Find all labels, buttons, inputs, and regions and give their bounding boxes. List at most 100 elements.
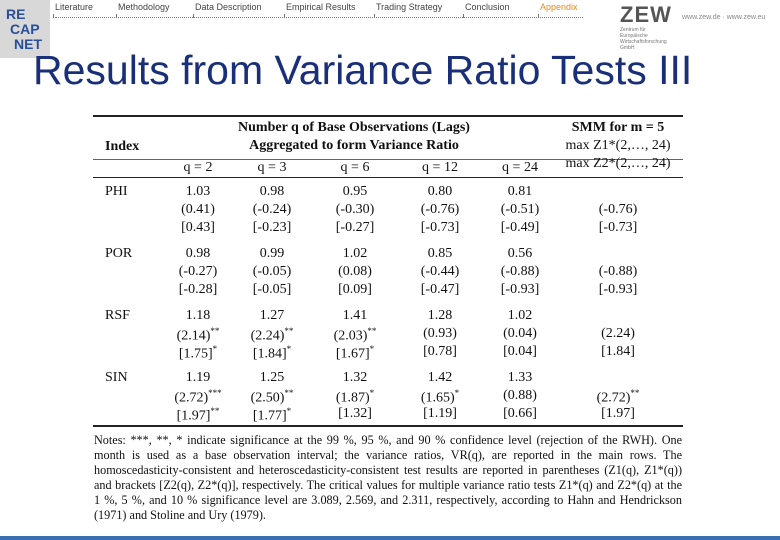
table-cell: [1.97] bbox=[601, 406, 635, 422]
cell-value: 0.98 bbox=[259, 184, 285, 199]
nav-tick bbox=[374, 14, 375, 18]
table-cell: (-0.05) bbox=[253, 264, 292, 280]
header-smm: SMM for m = 5 bbox=[571, 120, 665, 135]
table-cell: (2.72)** bbox=[597, 388, 640, 407]
table-cell: (2.24) bbox=[601, 326, 635, 342]
table-cell: [-0.23] bbox=[253, 220, 292, 236]
cell-value: [1.75] bbox=[178, 346, 213, 362]
table-area bbox=[93, 113, 683, 536]
table-cell: [-0.93] bbox=[501, 282, 540, 298]
table-cell: [-0.73] bbox=[421, 220, 460, 236]
table-cell: 1.03 bbox=[186, 184, 211, 200]
table-cell: (0.41) bbox=[181, 202, 215, 218]
column-header: q = 3 bbox=[257, 160, 287, 175]
nav-item[interactable]: Data Description bbox=[195, 2, 262, 12]
table-rule bbox=[93, 425, 683, 427]
table-cell: 0.98 bbox=[260, 184, 285, 200]
cell-value: (0.41) bbox=[181, 202, 215, 217]
logo-box bbox=[0, 0, 50, 58]
cell-value: (-0.88) bbox=[500, 264, 540, 279]
header-group: Number q of Base Observations (Lags) bbox=[238, 120, 470, 135]
cell-value: 1.32 bbox=[342, 370, 368, 385]
nav-tick bbox=[53, 14, 54, 18]
table-cell: (2.72)*** bbox=[174, 388, 221, 407]
significance: * bbox=[369, 344, 375, 354]
cell-value: 0.98 bbox=[185, 246, 211, 261]
cell-value: [1.84] bbox=[601, 344, 635, 359]
table-cell: (1.65)* bbox=[421, 388, 459, 407]
table-cell: [1.32] bbox=[338, 406, 372, 422]
table-cell: [1.19] bbox=[423, 406, 457, 422]
cell-value: [-0.49] bbox=[500, 220, 540, 235]
cell-value: (-0.76) bbox=[420, 202, 460, 217]
cell-value: (2.72) bbox=[596, 390, 631, 406]
cell-value: [-0.93] bbox=[500, 282, 540, 297]
significance: * bbox=[454, 388, 460, 398]
table-cell: (2.24)** bbox=[251, 326, 294, 345]
cell-value: (2.24) bbox=[601, 326, 635, 341]
cell-value: (-0.44) bbox=[420, 264, 460, 279]
cell-value: 1.02 bbox=[342, 246, 368, 261]
nav-item[interactable]: Literature bbox=[55, 2, 94, 12]
cell-value: (-0.51) bbox=[500, 202, 540, 217]
table-cell: 1.18 bbox=[186, 308, 211, 324]
cell-value: [-0.27] bbox=[335, 220, 375, 235]
header-smm-line: max Z2*(2,…, 24) bbox=[565, 156, 671, 171]
cell-value: [1.19] bbox=[423, 406, 457, 421]
table-cell: (-0.88) bbox=[501, 264, 540, 280]
nav-tick bbox=[284, 14, 285, 18]
table-cell: (0.04) bbox=[503, 326, 537, 342]
cell-value: [1.84] bbox=[252, 346, 287, 362]
cell-value: [1.97] bbox=[176, 408, 211, 424]
nav-item[interactable]: Trading Strategy bbox=[376, 2, 443, 12]
logo-text: RE bbox=[6, 6, 26, 22]
zew-subtitle: Zentrum für Europäische Wirtschaftsforsc… bbox=[620, 27, 667, 51]
table-cell: (0.08) bbox=[338, 264, 372, 280]
table-cell: [0.04] bbox=[503, 344, 537, 360]
cell-value: [1.67] bbox=[335, 346, 370, 362]
table-cell: (-0.51) bbox=[501, 202, 540, 218]
cell-value: (0.88) bbox=[503, 388, 537, 403]
table-cell: [1.75]* bbox=[179, 344, 217, 363]
significance: ** bbox=[630, 388, 640, 398]
table-cell: [-0.28] bbox=[179, 282, 218, 298]
significance: ** bbox=[210, 406, 220, 416]
row-name: PHI bbox=[105, 184, 128, 199]
nav-item[interactable]: Methodology bbox=[118, 2, 170, 12]
cell-value: (-0.76) bbox=[598, 202, 638, 217]
cell-value: (-0.88) bbox=[598, 264, 638, 279]
table-cell: [1.84] bbox=[601, 344, 635, 360]
cell-value: [0.09] bbox=[338, 282, 372, 297]
cell-value: (2.72) bbox=[174, 390, 209, 406]
table-cell: (0.88) bbox=[503, 388, 537, 404]
table-cell: [1.97]** bbox=[177, 406, 220, 425]
significance: * bbox=[286, 344, 292, 354]
cell-value: 1.41 bbox=[342, 308, 368, 323]
cell-value: [0.66] bbox=[503, 406, 537, 421]
cell-value: [-0.05] bbox=[252, 282, 292, 297]
table-cell: 1.25 bbox=[260, 370, 285, 386]
cell-value: (2.24) bbox=[250, 328, 285, 344]
cell-value: (-0.05) bbox=[252, 264, 292, 279]
significance: * bbox=[286, 406, 292, 416]
nav-item[interactable]: Empirical Results bbox=[286, 2, 356, 12]
table-cell: (-0.44) bbox=[421, 264, 460, 280]
cell-value: [-0.47] bbox=[420, 282, 460, 297]
table-cell: 1.33 bbox=[508, 370, 533, 386]
table-cell: (-0.30) bbox=[336, 202, 375, 218]
nav-tick bbox=[116, 14, 117, 18]
table-cell: [-0.27] bbox=[336, 220, 375, 236]
cell-value: 0.80 bbox=[427, 184, 453, 199]
cell-value: [-0.23] bbox=[252, 220, 292, 235]
nav-item[interactable]: Appendix bbox=[540, 2, 578, 12]
cell-value: 1.42 bbox=[427, 370, 453, 385]
row-name: RSF bbox=[105, 308, 130, 323]
cell-value: 0.81 bbox=[507, 184, 533, 199]
cell-value: (1.87) bbox=[335, 390, 370, 406]
table-cell: [1.67]* bbox=[336, 344, 374, 363]
row-name: POR bbox=[105, 246, 133, 261]
nav-item[interactable]: Conclusion bbox=[465, 2, 510, 12]
cell-value: (1.65) bbox=[420, 390, 455, 406]
table-cell: [0.66] bbox=[503, 406, 537, 422]
